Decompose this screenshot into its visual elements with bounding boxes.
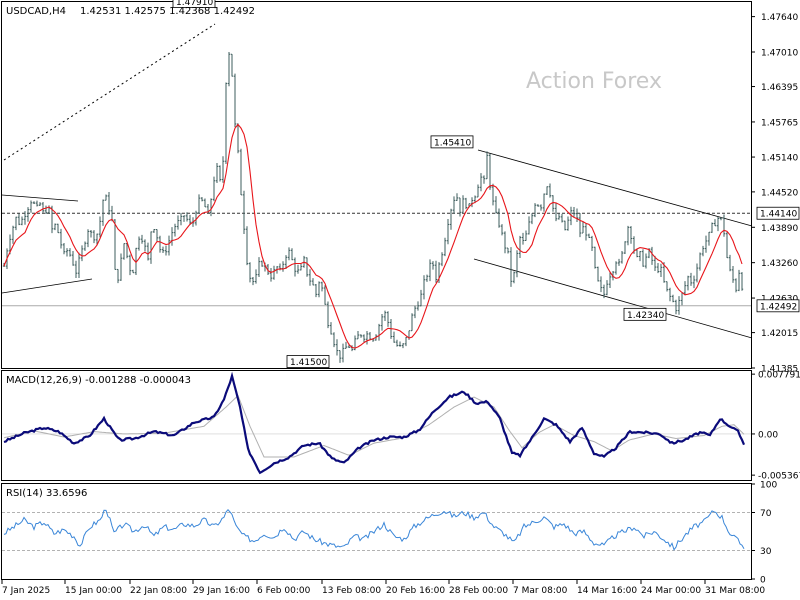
time-tick-label: 13 Feb 08:00 bbox=[322, 586, 381, 596]
price-annotation-label: 1.47910 bbox=[176, 0, 213, 8]
macd-tick-label: -0.005367 bbox=[758, 472, 800, 482]
time-axis: 7 Jan 2025 15 Jan 00:00 22 Jan 08:00 29 Jan… bbox=[1, 580, 765, 596]
time-tick-label: 14 Mar 16:00 bbox=[577, 586, 637, 596]
macd-pane-frame bbox=[1, 370, 752, 481]
price-tick-label: 1.43890 bbox=[761, 224, 798, 234]
time-tick-label: 29 Jan 16:00 bbox=[193, 586, 250, 596]
price-annotation-label: 1.41500 bbox=[290, 358, 327, 368]
triangle-upper-line bbox=[1, 194, 79, 202]
time-tick-label: 31 Mar 08:00 bbox=[705, 586, 765, 596]
price-axis: 1.47640 1.47010 1.46395 1.45765 1.45140 1.445… bbox=[751, 13, 800, 375]
rsi-line bbox=[3, 508, 745, 551]
price-level-label-box bbox=[756, 299, 800, 313]
time-tick-label: 24 Mar 00:00 bbox=[641, 586, 701, 596]
trendlines bbox=[1, 23, 753, 339]
upper-channel-line bbox=[477, 149, 753, 227]
price-tick-label: 1.42015 bbox=[761, 329, 798, 339]
price-annotation-label: 1.45410 bbox=[434, 138, 471, 148]
rsi-pane-frame bbox=[1, 483, 752, 580]
macd-axis: 0.007791 0.00 -0.005367 bbox=[2, 371, 800, 482]
macd-line bbox=[3, 371, 746, 475]
time-tick-label: 7 Jan 2025 bbox=[2, 586, 50, 596]
time-tick-label: 15 Jan 00:00 bbox=[65, 586, 122, 596]
symbol-label: USDCAD,H4 bbox=[6, 6, 66, 17]
price-annotation-box bbox=[286, 355, 330, 368]
price-tick-label: 1.45140 bbox=[761, 154, 798, 164]
macd-title: MACD(12,26,9) -0.001288 -0.000043 bbox=[6, 375, 191, 386]
lower-channel-line bbox=[473, 258, 753, 339]
triangle-lower-line bbox=[1, 278, 93, 294]
price-tick-label: 1.47010 bbox=[761, 48, 798, 58]
rsi-tick-label: 0 bbox=[760, 576, 766, 586]
price-tick-label: 1.46395 bbox=[761, 83, 798, 93]
dotted-trendline bbox=[3, 23, 216, 161]
moving-average-line bbox=[3, 123, 743, 349]
time-tick-label: 22 Jan 08:00 bbox=[130, 586, 187, 596]
time-tick-label: 6 Feb 00:00 bbox=[257, 586, 311, 596]
time-tick-label: 28 Feb 00:00 bbox=[449, 586, 508, 596]
time-tick-label: 20 Feb 16:00 bbox=[386, 586, 445, 596]
price-annotations: 1.47910 1.45410 1.42340 1.41500 bbox=[172, 0, 667, 368]
watermark: Action Forex bbox=[526, 69, 662, 94]
time-tick-label: 7 Mar 08:00 bbox=[513, 586, 568, 596]
price-annotation-box bbox=[623, 307, 667, 321]
rsi-tick-label: 70 bbox=[760, 509, 772, 519]
price-pane-frame bbox=[1, 1, 752, 369]
price-level-label-box bbox=[756, 206, 800, 220]
price-level-label: 1.44140 bbox=[760, 210, 797, 220]
rsi-title: RSI(14) 33.6596 bbox=[6, 488, 87, 499]
price-levels bbox=[2, 212, 751, 307]
price-tick-label: 1.45765 bbox=[761, 118, 798, 128]
price-annotation-box bbox=[172, 0, 216, 8]
price-tick-label: 1.44520 bbox=[761, 188, 798, 198]
rsi-tick-label: 100 bbox=[760, 481, 777, 491]
macd-signal-line bbox=[3, 394, 745, 458]
price-annotation-label: 1.42340 bbox=[627, 311, 664, 321]
price-annotation-box bbox=[430, 135, 474, 149]
rsi-axis: 100 70 30 0 bbox=[2, 481, 777, 586]
price-tick-label: 1.47640 bbox=[761, 13, 798, 23]
ohlc-values: 1.42531 1.42575 1.42368 1.42492 bbox=[80, 6, 255, 17]
price-tick-label: 1.41385 bbox=[761, 365, 798, 375]
price-level-label: 1.42492 bbox=[760, 302, 797, 312]
macd-tick-label: 0.007791 bbox=[758, 371, 800, 381]
macd-tick-label: 0.00 bbox=[758, 430, 778, 440]
price-tick-label: 1.43260 bbox=[761, 259, 798, 269]
rsi-tick-label: 30 bbox=[760, 547, 772, 557]
